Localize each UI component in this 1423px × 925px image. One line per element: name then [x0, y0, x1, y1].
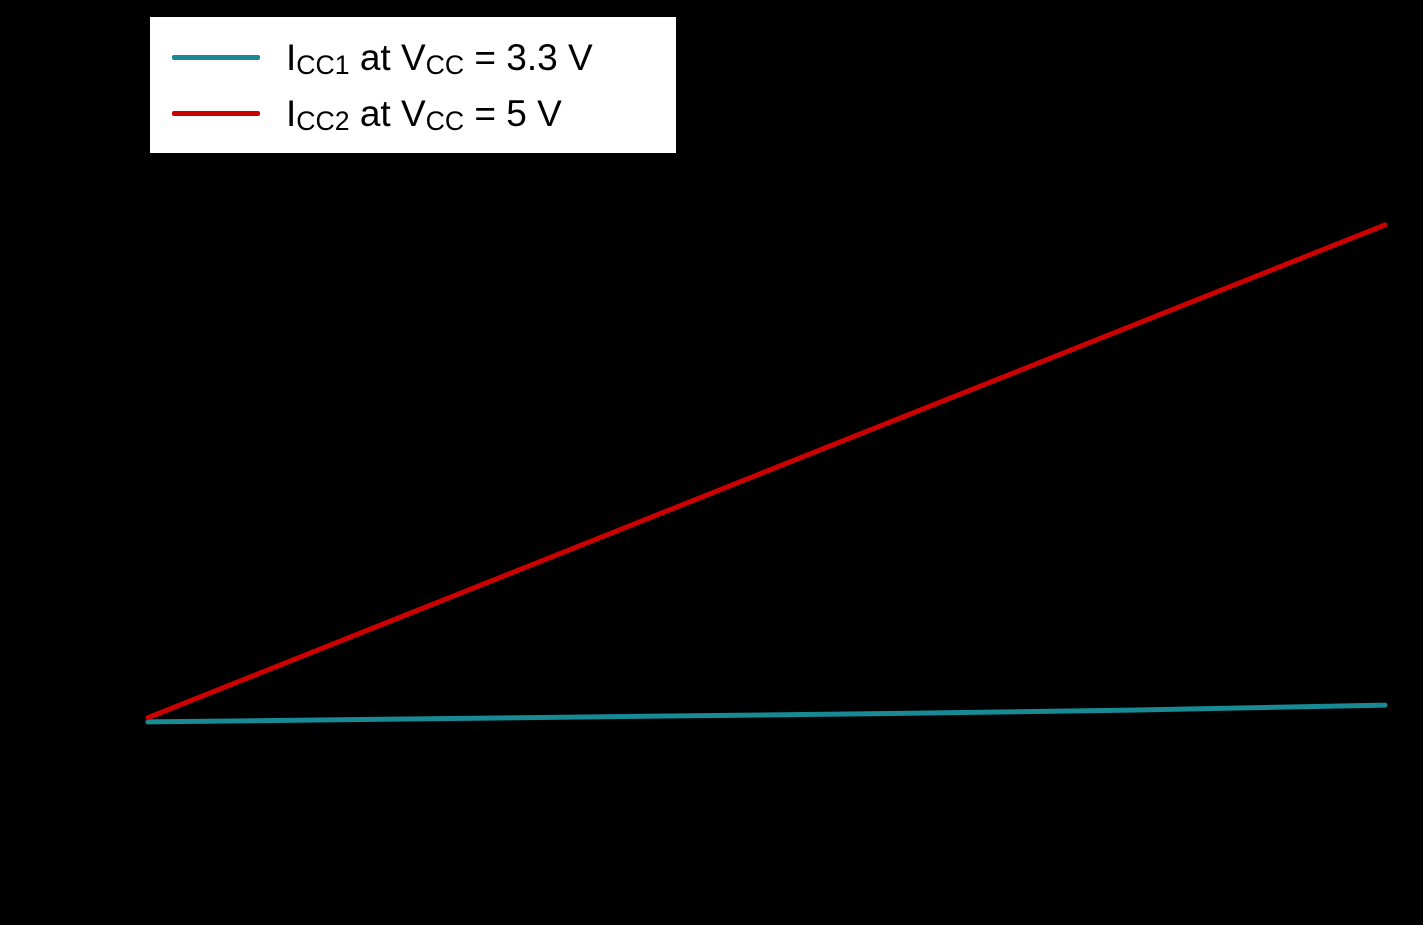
legend-label-subscript: CC — [425, 106, 465, 137]
legend-label-subscript: CC2 — [296, 106, 350, 137]
legend-label-text: at V — [349, 36, 426, 78]
chart-legend: ICC1 at VCC = 3.3 V ICC2 at VCC = 5 V — [148, 15, 678, 155]
legend-label-icc2: ICC2 at VCC = 5 V — [286, 92, 562, 135]
legend-item-icc2: ICC2 at VCC = 5 V — [172, 88, 676, 138]
legend-label-text: I — [286, 36, 297, 78]
legend-item-icc1: ICC1 at VCC = 3.3 V — [172, 32, 676, 82]
legend-label-text: = 3.3 V — [464, 36, 593, 78]
legend-label-text: = 5 V — [464, 92, 562, 134]
legend-label-text: I — [286, 92, 297, 134]
series-line-icc1-at-vcc-3-3-v — [145, 702, 1388, 725]
legend-label-subscript: CC — [425, 50, 465, 81]
series-line-icc2-at-vcc-5-v — [145, 222, 1388, 721]
legend-label-subscript: CC1 — [296, 50, 350, 81]
legend-swatch-icc2 — [172, 110, 260, 116]
legend-label-text: at V — [349, 92, 426, 134]
legend-swatch-icc1 — [172, 54, 260, 60]
legend-label-icc1: ICC1 at VCC = 3.3 V — [286, 36, 593, 79]
